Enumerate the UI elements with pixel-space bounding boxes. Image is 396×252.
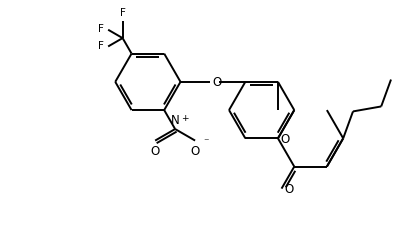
Text: +: + <box>181 114 189 123</box>
Text: ⁻: ⁻ <box>203 138 209 148</box>
Text: N: N <box>171 114 179 128</box>
Text: O: O <box>285 183 294 196</box>
Text: O: O <box>281 133 290 146</box>
Text: O: O <box>212 76 221 89</box>
Text: F: F <box>98 24 104 34</box>
Text: F: F <box>98 41 104 51</box>
Text: O: O <box>190 145 200 158</box>
Text: F: F <box>120 8 126 18</box>
Text: O: O <box>150 145 160 158</box>
